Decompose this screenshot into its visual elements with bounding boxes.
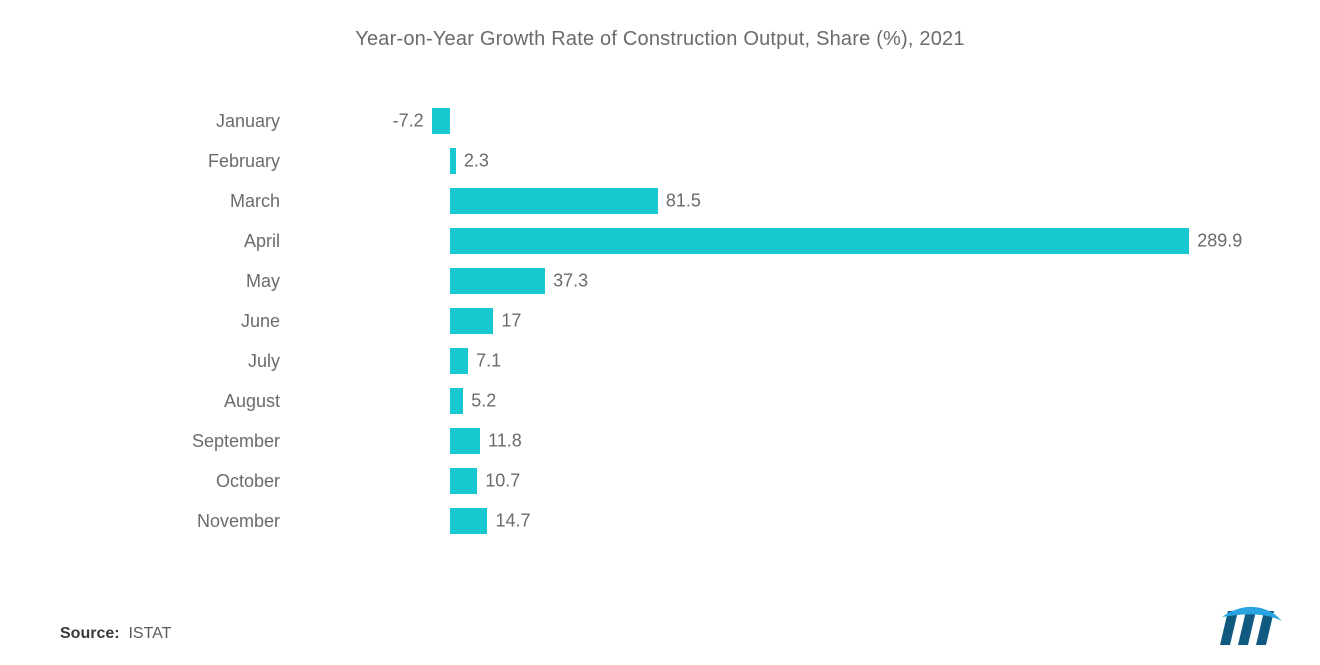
bar-row: October 10.7	[100, 461, 1220, 501]
source-name: ISTAT	[128, 625, 171, 642]
value-label: 10.7	[485, 471, 520, 492]
bar	[450, 148, 456, 174]
value-label: 2.3	[464, 151, 489, 172]
category-label: April	[244, 231, 450, 252]
bar-row: January-7.2	[100, 101, 1220, 141]
bar	[450, 508, 487, 534]
chart-container: Year-on-Year Growth Rate of Construction…	[0, 0, 1320, 665]
value-label: 11.8	[488, 431, 522, 452]
value-label: 81.5	[666, 191, 701, 212]
category-label: March	[230, 191, 450, 212]
bar-row: June 17	[100, 301, 1220, 341]
bar-row: November 14.7	[100, 501, 1220, 541]
value-label: 14.7	[495, 511, 530, 532]
category-label: February	[208, 151, 450, 172]
bar	[450, 428, 480, 454]
value-label: -7.2	[393, 111, 424, 132]
bar	[450, 468, 477, 494]
value-label: 7.1	[476, 351, 501, 372]
bar-row: July 7.1	[100, 341, 1220, 381]
bar	[450, 308, 493, 334]
category-label: November	[197, 511, 450, 532]
bar-row: May 37.3	[100, 261, 1220, 301]
bar	[432, 108, 450, 134]
category-label: September	[192, 431, 450, 452]
bar-row: September 11.8	[100, 421, 1220, 461]
bar	[450, 268, 545, 294]
value-label: 17	[501, 311, 521, 332]
bar-row: March 81.5	[100, 181, 1220, 221]
chart-plot-area: January-7.2 February 2.3 March 81.5 April289.…	[100, 101, 1220, 571]
bar-row: April289.9	[100, 221, 1220, 261]
source-attribution: Source: ISTAT	[60, 625, 171, 643]
bar	[450, 388, 463, 414]
category-label: August	[224, 391, 450, 412]
bar	[450, 188, 658, 214]
chart-title: Year-on-Year Growth Rate of Construction…	[40, 28, 1280, 51]
source-prefix: Source:	[60, 625, 120, 642]
value-label: 37.3	[553, 271, 588, 292]
value-label: 289.9	[1197, 231, 1242, 252]
bar	[450, 228, 1189, 254]
bar-row: February 2.3	[100, 141, 1220, 181]
bar-row: August 5.2	[100, 381, 1220, 421]
category-label: July	[248, 351, 450, 372]
brand-logo	[1216, 605, 1286, 649]
bar	[450, 348, 468, 374]
category-label: May	[246, 271, 450, 292]
category-label: October	[216, 471, 450, 492]
category-label: June	[241, 311, 450, 332]
value-label: 5.2	[471, 391, 496, 412]
